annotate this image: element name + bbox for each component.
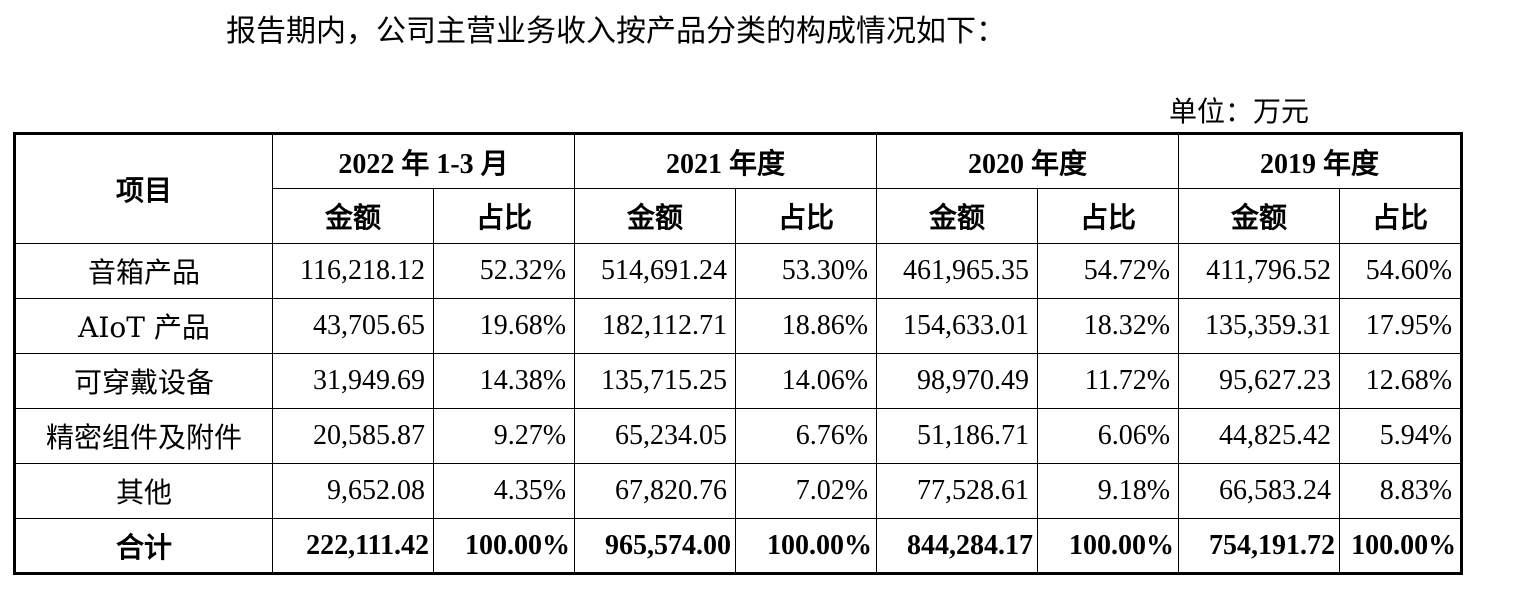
period-header: 2022 年 1-3 月: [271, 133, 576, 189]
ratio-cell: 5.94%: [1339, 408, 1463, 464]
ratio-cell: 9.18%: [1037, 463, 1180, 519]
period-header: 2020 年度: [876, 133, 1180, 189]
amount-cell: 844,284.17: [876, 518, 1039, 574]
amount-cell: 9,652.08: [272, 463, 434, 519]
amount-cell: 154,633.01: [876, 298, 1039, 354]
table-row: AIoT 产品 43,705.65 19.68% 182,112.71 18.86% 15…: [14, 298, 1463, 354]
period-header: 2021 年度: [574, 133, 878, 189]
revenue-table: 项目 2022 年 1-3 月 2021 年度 2020 年度 2019 年度 …: [13, 132, 1464, 575]
header-row-periods: 项目 2022 年 1-3 月 2021 年度 2020 年度 2019 年度: [14, 133, 1463, 244]
item-header: 项目: [14, 133, 273, 244]
table-row: 可穿戴设备 31,949.69 14.38% 135,715.25 14.06% 98,9…: [14, 353, 1463, 409]
amount-cell: 31,949.69: [272, 353, 434, 409]
ratio-cell: 17.95%: [1339, 298, 1463, 354]
amount-header: 金额: [272, 188, 434, 244]
ratio-cell: 6.06%: [1037, 408, 1180, 464]
amount-cell: 43,705.65: [272, 298, 434, 354]
amount-cell: 135,715.25: [574, 353, 737, 409]
ratio-cell: 18.32%: [1037, 298, 1180, 354]
amount-cell: 98,970.49: [876, 353, 1039, 409]
amount-cell: 135,359.31: [1178, 298, 1341, 354]
amount-cell: 754,191.72: [1178, 518, 1341, 574]
table-body: 音箱产品 116,218.12 52.32% 514,691.24 53.30% 461,…: [14, 243, 1463, 574]
table-row: 精密组件及附件 20,585.87 9.27% 65,234.05 6.76% 51,18…: [14, 408, 1463, 464]
ratio-cell: 100.00%: [1037, 518, 1180, 574]
row-label: 音箱产品: [14, 243, 273, 299]
ratio-cell: 100.00%: [1339, 518, 1463, 574]
amount-cell: 95,627.23: [1178, 353, 1341, 409]
table-row: 合计 222,111.42 100.00% 965,574.00 100.00% 844,…: [14, 518, 1463, 574]
ratio-cell: 18.86%: [735, 298, 878, 354]
ratio-cell: 7.02%: [735, 463, 878, 519]
ratio-cell: 19.68%: [432, 298, 576, 354]
ratio-cell: 53.30%: [735, 243, 878, 299]
amount-cell: 51,186.71: [876, 408, 1039, 464]
amount-cell: 20,585.87: [272, 408, 434, 464]
ratio-cell: 6.76%: [735, 408, 878, 464]
ratio-cell: 14.06%: [735, 353, 878, 409]
row-label: 可穿戴设备: [14, 353, 273, 409]
amount-cell: 116,218.12: [272, 243, 434, 299]
ratio-cell: 100.00%: [432, 518, 576, 574]
period-header: 2019 年度: [1178, 133, 1463, 189]
ratio-header: 占比: [1037, 188, 1180, 244]
amount-header: 金额: [574, 188, 737, 244]
row-label: 精密组件及附件: [14, 408, 273, 464]
ratio-cell: 4.35%: [432, 463, 576, 519]
amount-cell: 182,112.71: [574, 298, 737, 354]
amount-cell: 77,528.61: [876, 463, 1039, 519]
ratio-header: 占比: [1339, 188, 1463, 244]
amount-cell: 461,965.35: [876, 243, 1039, 299]
amount-cell: 67,820.76: [574, 463, 737, 519]
amount-cell: 411,796.52: [1178, 243, 1341, 299]
ratio-cell: 8.83%: [1339, 463, 1463, 519]
ratio-header: 占比: [432, 188, 576, 244]
amount-header: 金额: [876, 188, 1039, 244]
row-label: AIoT 产品: [14, 298, 273, 354]
unit-label: 单位：万元: [1169, 95, 1310, 128]
ratio-cell: 12.68%: [1339, 353, 1463, 409]
ratio-cell: 54.72%: [1037, 243, 1180, 299]
amount-cell: 965,574.00: [574, 518, 737, 574]
amount-cell: 44,825.42: [1178, 408, 1341, 464]
ratio-cell: 11.72%: [1037, 353, 1180, 409]
row-label: 合计: [14, 518, 273, 574]
ratio-cell: 100.00%: [735, 518, 878, 574]
ratio-cell: 52.32%: [432, 243, 576, 299]
row-label: 其他: [14, 463, 273, 519]
ratio-cell: 54.60%: [1339, 243, 1463, 299]
ratio-cell: 9.27%: [432, 408, 576, 464]
table-row: 其他 9,652.08 4.35% 67,820.76 7.02% 77,528.61 9.…: [14, 463, 1463, 519]
amount-cell: 514,691.24: [574, 243, 737, 299]
table-row: 音箱产品 116,218.12 52.32% 514,691.24 53.30% 461,…: [14, 243, 1463, 299]
ratio-cell: 14.38%: [432, 353, 576, 409]
amount-cell: 222,111.42: [272, 518, 434, 574]
intro-paragraph: 报告期内，公司主营业务收入按产品分类的构成情况如下：: [226, 14, 1006, 49]
amount-cell: 65,234.05: [574, 408, 737, 464]
amount-header: 金额: [1178, 188, 1341, 244]
amount-cell: 66,583.24: [1178, 463, 1341, 519]
ratio-header: 占比: [735, 188, 878, 244]
